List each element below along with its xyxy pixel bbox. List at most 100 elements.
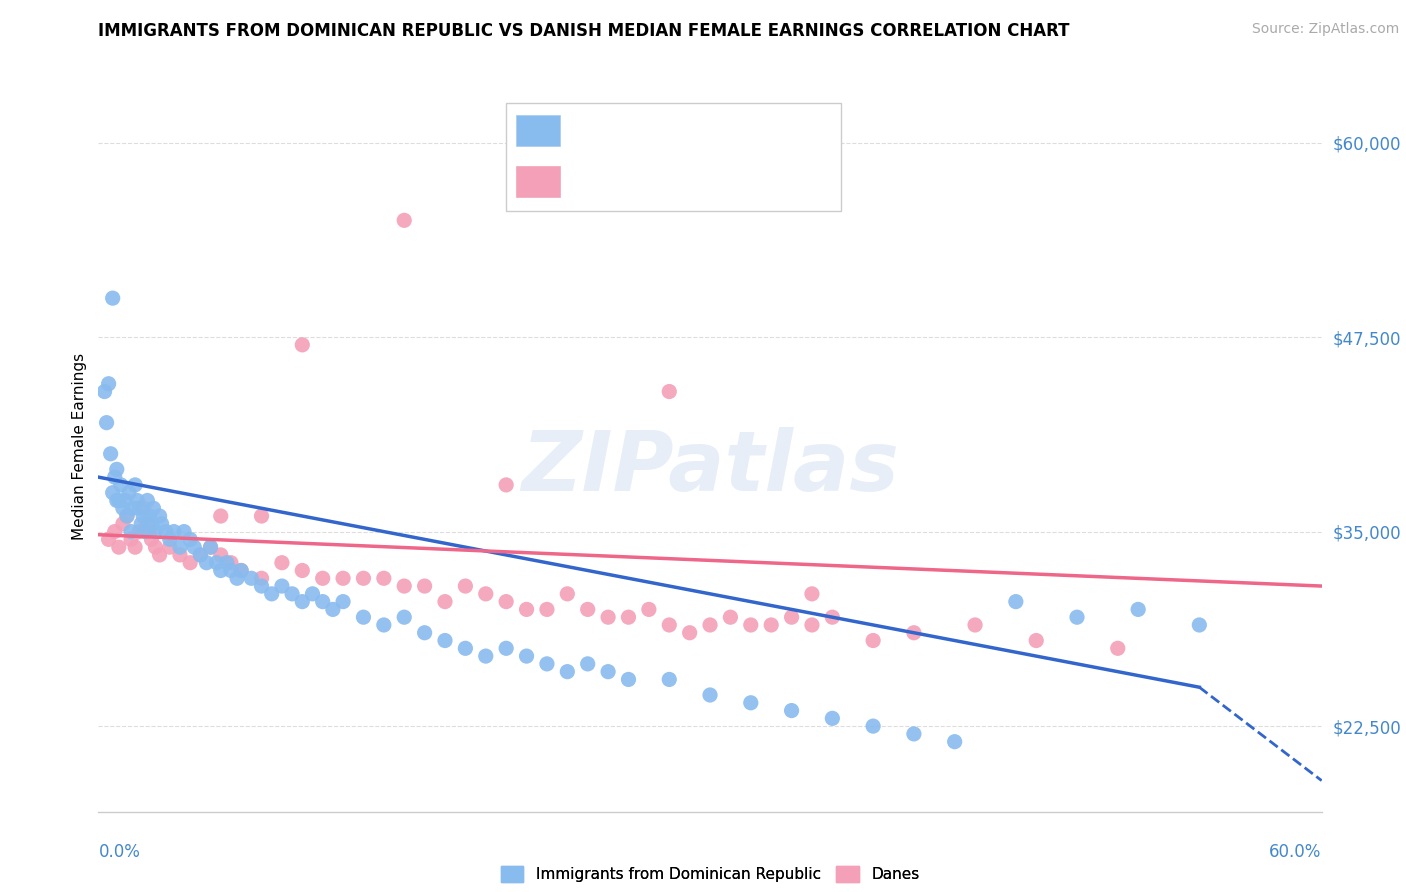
Point: [1188, 618, 1211, 632]
Point: [101, 485, 124, 500]
Point: [260, 587, 283, 601]
Point: [145, 540, 167, 554]
Point: [699, 688, 721, 702]
Point: [1004, 594, 1026, 608]
Point: [195, 556, 218, 570]
Point: [209, 548, 232, 562]
Point: [250, 509, 273, 524]
Point: [205, 556, 228, 570]
Point: [200, 540, 222, 554]
Point: [903, 727, 925, 741]
Point: [516, 649, 538, 664]
Point: [780, 610, 803, 624]
Point: [332, 571, 354, 585]
Point: [392, 213, 416, 227]
FancyBboxPatch shape: [516, 115, 561, 146]
Text: R = -0.563   N = 82: R = -0.563 N = 82: [578, 123, 727, 138]
Point: [96, 416, 118, 430]
Point: [124, 540, 146, 554]
Point: [105, 462, 128, 476]
Point: [312, 594, 335, 608]
Text: R = -0.079   N = 63: R = -0.079 N = 63: [578, 174, 727, 189]
Point: [495, 594, 517, 608]
Point: [617, 610, 640, 624]
Point: [658, 673, 681, 687]
Point: [179, 533, 201, 547]
Point: [159, 533, 181, 547]
Point: [240, 571, 263, 585]
Point: [118, 485, 141, 500]
Point: [617, 673, 640, 687]
Point: [97, 533, 120, 547]
Point: [111, 516, 134, 531]
Point: [108, 540, 131, 554]
Point: [270, 579, 294, 593]
Point: [141, 533, 163, 547]
Point: [173, 524, 195, 539]
Legend: Immigrants from Dominican Republic, Danes: Immigrants from Dominican Republic, Dane…: [495, 860, 925, 888]
Point: [142, 501, 165, 516]
Point: [434, 594, 457, 608]
Point: [555, 665, 579, 679]
Point: [136, 493, 159, 508]
Text: ZIPatlas: ZIPatlas: [522, 427, 898, 508]
Point: [301, 587, 323, 601]
Point: [101, 291, 124, 305]
Point: [105, 493, 128, 508]
Point: [454, 579, 477, 593]
Point: [104, 524, 127, 539]
Point: [169, 540, 191, 554]
Point: [740, 696, 762, 710]
Point: [115, 509, 138, 524]
Point: [115, 509, 138, 524]
Point: [801, 618, 824, 632]
Point: [159, 540, 181, 554]
Point: [138, 509, 160, 524]
Point: [943, 734, 966, 748]
Point: [434, 633, 457, 648]
Point: [291, 564, 314, 578]
Point: [149, 548, 172, 562]
Text: R = -0.563: R = -0.563: [578, 123, 659, 138]
Point: [155, 524, 177, 539]
Point: [291, 338, 314, 352]
Point: [226, 571, 249, 585]
Point: [114, 493, 136, 508]
Point: [97, 376, 120, 391]
Point: [136, 516, 159, 531]
Point: [124, 478, 146, 492]
Point: [122, 501, 145, 516]
Point: [454, 641, 477, 656]
Point: [576, 602, 599, 616]
Point: [1066, 610, 1088, 624]
Point: [1025, 633, 1047, 648]
Point: [658, 384, 681, 399]
Text: IMMIGRANTS FROM DOMINICAN REPUBLIC VS DANISH MEDIAN FEMALE EARNINGS CORRELATION : IMMIGRANTS FROM DOMINICAN REPUBLIC VS DA…: [98, 22, 1070, 40]
Point: [132, 509, 155, 524]
Point: [780, 704, 803, 718]
Point: [576, 657, 599, 671]
Point: [179, 556, 201, 570]
Point: [219, 556, 242, 570]
Point: [413, 579, 436, 593]
Point: [862, 633, 884, 648]
Point: [1107, 641, 1129, 656]
Point: [93, 384, 115, 399]
Point: [1128, 602, 1150, 616]
Point: [149, 509, 172, 524]
Point: [821, 610, 844, 624]
Point: [555, 587, 579, 601]
Point: [209, 564, 232, 578]
Point: [740, 618, 762, 632]
Point: [169, 548, 191, 562]
Point: [291, 594, 314, 608]
Point: [495, 641, 517, 656]
Point: [200, 540, 222, 554]
Text: 60.0%: 60.0%: [1270, 843, 1322, 861]
Point: [120, 524, 142, 539]
Point: [132, 501, 155, 516]
Point: [100, 447, 122, 461]
Point: [495, 478, 517, 492]
Point: [516, 602, 538, 616]
Point: [183, 540, 205, 554]
